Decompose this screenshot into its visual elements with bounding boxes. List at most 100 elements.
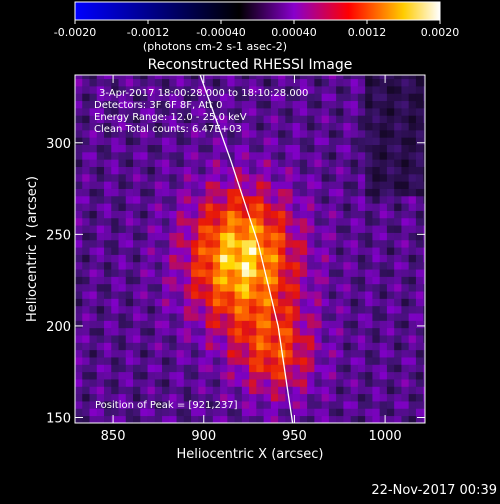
heatmap-cell: [299, 166, 308, 175]
heatmap-cell: [401, 261, 410, 270]
heatmap-cell: [111, 335, 119, 343]
heatmap-cell: [198, 232, 206, 241]
heatmap-cell: [154, 298, 163, 307]
heatmap-cell: [307, 335, 315, 343]
heatmap-cell: [169, 151, 177, 160]
heatmap-cell: [169, 173, 177, 182]
heatmap-cell: [372, 283, 381, 292]
heatmap-cell: [365, 225, 373, 233]
heatmap-cell: [307, 129, 315, 138]
heatmap-cell: [176, 173, 185, 182]
heatmap-cell: [227, 254, 235, 263]
heatmap-cell: [125, 129, 134, 138]
heatmap-cell: [162, 144, 170, 153]
heatmap-cell: [154, 151, 163, 160]
heatmap-cell: [169, 129, 177, 138]
heatmap-cell: [394, 78, 402, 87]
y-tick-label: 300: [46, 137, 71, 152]
heatmap-cell: [104, 78, 112, 87]
heatmap-cell: [401, 225, 410, 233]
heatmap-cell: [299, 349, 308, 358]
heatmap-cell: [285, 239, 294, 248]
heatmap-cell: [241, 195, 250, 204]
heatmap-cell: [350, 313, 359, 321]
heatmap-cell: [357, 115, 366, 124]
heatmap-cell: [198, 173, 206, 182]
heatmap-cell: [336, 203, 344, 211]
heatmap-cell: [328, 239, 337, 248]
heatmap-cell: [104, 100, 112, 109]
heatmap-cell: [241, 188, 250, 197]
heatmap-cell: [270, 379, 279, 387]
heatmap-cell: [104, 195, 112, 204]
heatmap-cell: [263, 122, 272, 131]
heatmap-cell: [198, 151, 206, 160]
heatmap-cell: [234, 364, 243, 373]
heatmap-cell: [423, 107, 425, 116]
heatmap-cell: [263, 305, 272, 314]
heatmap-cell: [321, 379, 330, 387]
heatmap-cell: [292, 269, 301, 277]
heatmap-cell: [292, 122, 301, 131]
heatmap-cell: [205, 75, 214, 80]
heatmap-cell: [227, 203, 235, 211]
heatmap-cell: [82, 393, 90, 402]
heatmap-cell: [191, 151, 199, 160]
heatmap-cell: [365, 188, 373, 197]
heatmap-cell: [379, 379, 388, 387]
heatmap-cell: [234, 232, 243, 241]
heatmap-cell: [249, 181, 257, 189]
heatmap-cell: [89, 415, 98, 423]
heatmap-cell: [111, 298, 119, 307]
heatmap-cell: [82, 408, 90, 417]
heatmap-cell: [169, 188, 177, 197]
heatmap-cell: [169, 415, 177, 423]
heatmap-cell: [169, 408, 177, 417]
heatmap-cell: [423, 210, 425, 219]
heatmap-cell: [176, 188, 185, 197]
heatmap-cell: [270, 239, 279, 248]
heatmap-cell: [220, 357, 228, 365]
heatmap-cell: [249, 188, 257, 197]
heatmap-cell: [162, 159, 170, 167]
heatmap-cell: [147, 261, 156, 270]
heatmap-cell: [423, 144, 425, 153]
heatmap-cell: [270, 357, 279, 365]
heatmap-cell: [379, 173, 388, 182]
heatmap-cell: [278, 115, 286, 124]
heatmap-cell: [321, 232, 330, 241]
heatmap-cell: [401, 357, 410, 365]
heatmap-cell: [205, 151, 214, 160]
heatmap-cell: [278, 335, 286, 343]
heatmap-cell: [249, 313, 257, 321]
heatmap-cell: [205, 415, 214, 423]
heatmap-cell: [89, 232, 98, 241]
heatmap-cell: [379, 261, 388, 270]
heatmap-cell: [249, 85, 257, 94]
heatmap-cell: [321, 371, 330, 380]
heatmap-cell: [162, 75, 170, 80]
heatmap-cell: [169, 122, 177, 131]
heatmap-cell: [147, 386, 156, 395]
heatmap-cell: [401, 188, 410, 197]
heatmap-cell: [205, 276, 214, 285]
heatmap-cell: [379, 247, 388, 255]
heatmap-cell: [408, 217, 417, 226]
heatmap-cell: [154, 379, 163, 387]
heatmap-cell: [96, 173, 105, 182]
heatmap-cell: [241, 115, 250, 124]
heatmap-cell: [379, 129, 388, 138]
heatmap-cell: [415, 357, 424, 365]
timestamp-footer: 22-Nov-2017 00:39: [371, 483, 497, 498]
heatmap-cell: [133, 159, 141, 167]
heatmap-cell: [75, 129, 83, 138]
heatmap-cell: [96, 93, 105, 102]
heatmap-cell: [154, 115, 163, 124]
heatmap-cell: [278, 210, 286, 219]
heatmap-cell: [241, 305, 250, 314]
heatmap-cell: [82, 386, 90, 395]
heatmap-cell: [234, 305, 243, 314]
heatmap-cell: [386, 181, 395, 189]
heatmap-cell: [314, 276, 323, 285]
heatmap-cell: [220, 166, 228, 175]
